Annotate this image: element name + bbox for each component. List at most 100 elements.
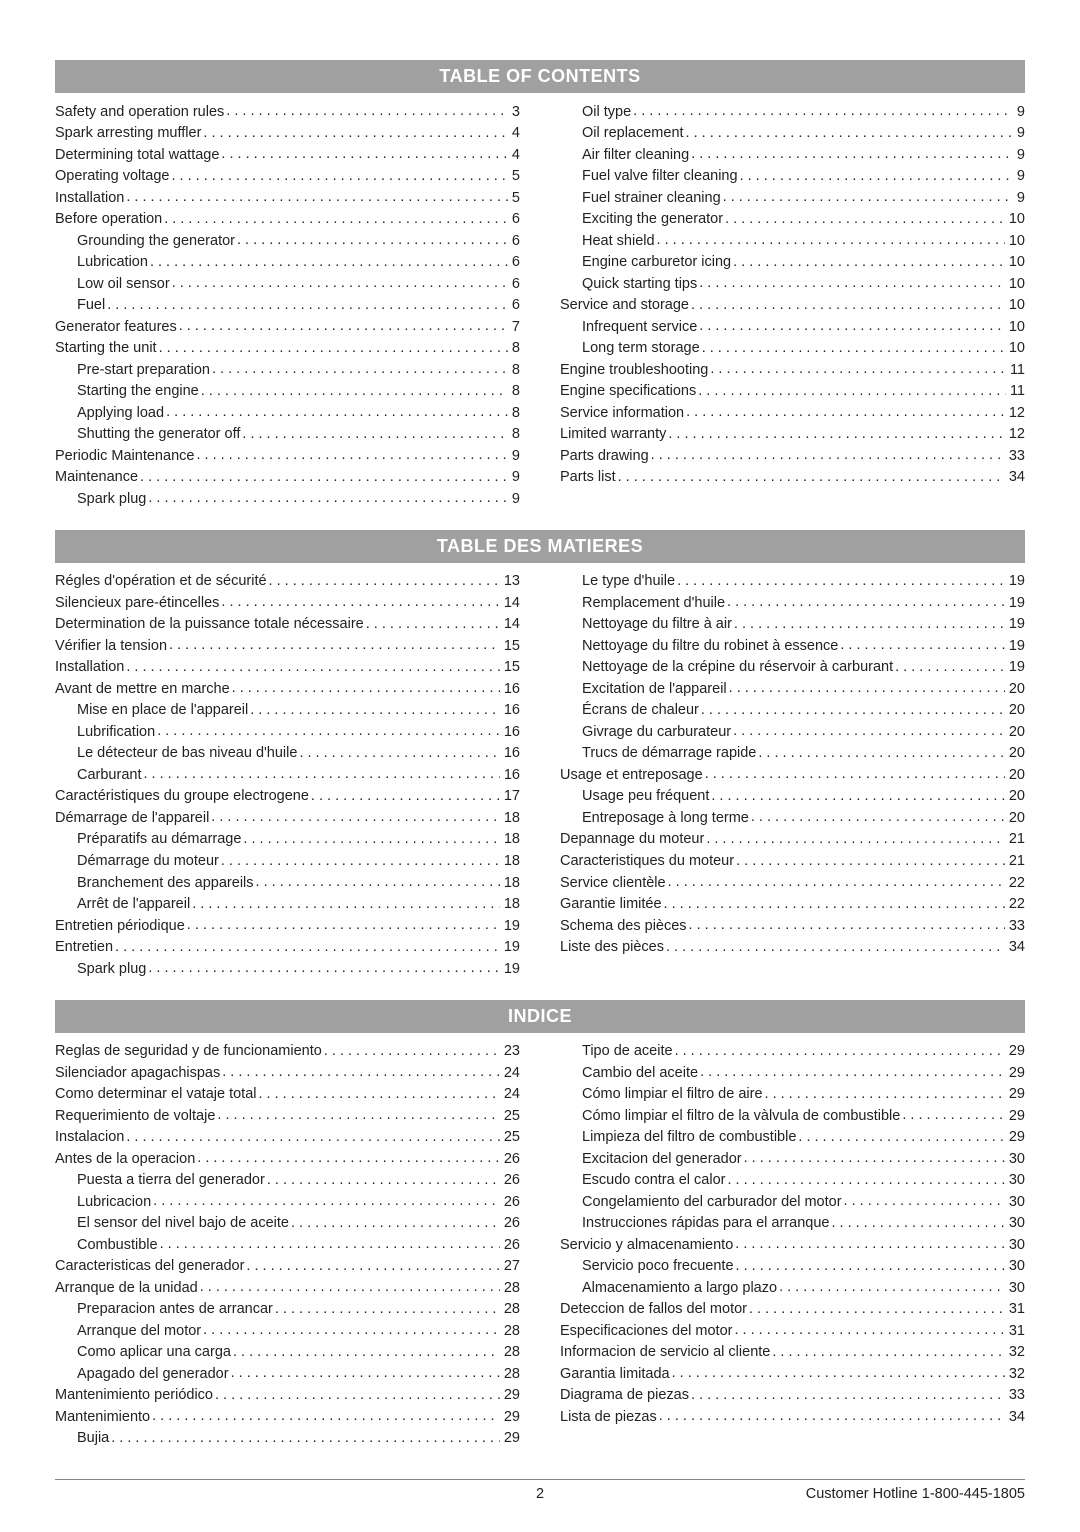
toc-page: 24 xyxy=(500,1084,520,1105)
toc-section: Reglas de seguridad y de funcionamiento2… xyxy=(55,1041,1025,1450)
toc-row: Escudo contra el calor30 xyxy=(560,1170,1025,1192)
toc-label: Depannage du moteur xyxy=(560,829,704,850)
toc-row: Cambio del aceite29 xyxy=(560,1062,1025,1084)
toc-label: Cambio del aceite xyxy=(582,1063,698,1084)
toc-page: 9 xyxy=(1013,188,1025,209)
toc-row: Determining total wattage4 xyxy=(55,144,520,166)
toc-row: Garantie limitée22 xyxy=(560,894,1025,916)
toc-label: Puesta a tierra del generador xyxy=(77,1170,265,1191)
toc-row: Nettoyage de la crépine du réservoir à c… xyxy=(560,657,1025,679)
toc-label: Requerimiento de voltaje xyxy=(55,1106,215,1127)
toc-row: Usage et entreposage20 xyxy=(560,764,1025,786)
toc-dots xyxy=(169,166,507,181)
toc-page: 20 xyxy=(1005,743,1025,764)
toc-dots xyxy=(689,1385,1005,1400)
toc-row: Deteccion de fallos del motor31 xyxy=(560,1299,1025,1321)
toc-page: 28 xyxy=(500,1278,520,1299)
toc-page: 9 xyxy=(508,467,520,488)
toc-dots xyxy=(829,1213,1004,1228)
toc-page: 16 xyxy=(500,765,520,786)
toc-label: Congelamiento del carburador del motor xyxy=(582,1192,842,1213)
toc-dots xyxy=(190,894,500,909)
toc-row: Parts list34 xyxy=(560,467,1025,489)
toc-page: 19 xyxy=(500,937,520,958)
toc-dots xyxy=(725,592,1005,607)
toc-dots xyxy=(124,1127,500,1142)
toc-label: Informacion de servicio al cliente xyxy=(560,1342,770,1363)
toc-label: Branchement des appareils xyxy=(77,873,254,894)
toc-page: 7 xyxy=(508,317,520,338)
toc-page: 9 xyxy=(1013,123,1025,144)
toc-label: Combustible xyxy=(77,1235,158,1256)
toc-row: Service and storage10 xyxy=(560,295,1025,317)
toc-label: Fuel valve filter cleaning xyxy=(582,166,738,187)
toc-dots xyxy=(704,829,1005,844)
toc-page: 9 xyxy=(1013,102,1025,123)
toc-row: Cómo limpiar el filtro de la vàlvula de … xyxy=(560,1105,1025,1127)
toc-row: Requerimiento de voltaje25 xyxy=(55,1105,520,1127)
toc-label: Oil replacement xyxy=(582,123,684,144)
toc-label: Service information xyxy=(560,403,684,424)
toc-dots xyxy=(698,1062,1005,1077)
toc-dots xyxy=(155,721,500,736)
toc-dots xyxy=(177,316,508,331)
toc-label: Usage peu fréquent xyxy=(582,786,709,807)
toc-section: Safety and operation rules3Spark arresti… xyxy=(55,101,1025,510)
toc-label: Determining total wattage xyxy=(55,145,219,166)
toc-dots xyxy=(664,937,1005,952)
toc-row: Instalacion25 xyxy=(55,1127,520,1149)
toc-label: Air filter cleaning xyxy=(582,145,689,166)
toc-row: Mantenimiento periódico29 xyxy=(55,1385,520,1407)
toc-row: Caracteristiques du moteur21 xyxy=(560,851,1025,873)
toc-label: Fuel strainer cleaning xyxy=(582,188,721,209)
toc-dots xyxy=(733,1234,1005,1249)
toc-dots xyxy=(756,743,1005,758)
toc-label: Arranque de la unidad xyxy=(55,1278,198,1299)
toc-page: 30 xyxy=(1005,1149,1025,1170)
toc-row: Air filter cleaning9 xyxy=(560,144,1025,166)
toc-page: 29 xyxy=(1005,1127,1025,1148)
toc-page: 26 xyxy=(500,1149,520,1170)
toc-label: Garantia limitada xyxy=(560,1364,670,1385)
sections-container: TABLE OF CONTENTSSafety and operation ru… xyxy=(55,60,1025,1449)
toc-page: 18 xyxy=(500,894,520,915)
toc-page: 30 xyxy=(1005,1256,1025,1277)
toc-label: Silenciador apagachispas xyxy=(55,1063,220,1084)
toc-label: Preparacion antes de arrancar xyxy=(77,1299,273,1320)
toc-dots xyxy=(666,424,1004,439)
toc-page: 6 xyxy=(508,209,520,230)
toc-dots xyxy=(731,252,1005,267)
toc-label: Lubrification xyxy=(77,722,155,743)
toc-label: Deteccion de fallos del motor xyxy=(560,1299,747,1320)
toc-label: Starting the engine xyxy=(77,381,199,402)
toc-column: Le type d'huile19Remplacement d'huile19N… xyxy=(560,571,1025,980)
toc-dots xyxy=(109,1428,500,1443)
toc-page: 16 xyxy=(500,743,520,764)
toc-dots xyxy=(703,764,1005,779)
toc-label: Fuel xyxy=(77,295,105,316)
toc-dots xyxy=(684,402,1005,417)
toc-row: Spark arresting muffler4 xyxy=(55,123,520,145)
toc-label: Heat shield xyxy=(582,231,655,252)
toc-row: Engine carburetor icing10 xyxy=(560,252,1025,274)
toc-row: Maintenance9 xyxy=(55,467,520,489)
toc-page: 28 xyxy=(500,1321,520,1342)
toc-page: 30 xyxy=(1005,1192,1025,1213)
toc-row: Exciting the generator10 xyxy=(560,209,1025,231)
toc-row: Trucs de démarrage rapide20 xyxy=(560,743,1025,765)
toc-label: Escudo contra el calor xyxy=(582,1170,725,1191)
toc-row: Depannage du moteur21 xyxy=(560,829,1025,851)
toc-row: Usage peu fréquent20 xyxy=(560,786,1025,808)
toc-column: Safety and operation rules3Spark arresti… xyxy=(55,101,520,510)
toc-row: Carburant16 xyxy=(55,764,520,786)
toc-label: Nettoyage du filtre du robinet à essence xyxy=(582,636,838,657)
toc-dots xyxy=(616,467,1005,482)
toc-label: Le détecteur de bas niveau d'huile xyxy=(77,743,297,764)
toc-row: Heat shield10 xyxy=(560,230,1025,252)
toc-row: Apagado del generador28 xyxy=(55,1363,520,1385)
toc-dots xyxy=(696,381,1006,396)
toc-dots xyxy=(721,187,1013,202)
toc-label: Excitation de l'appareil xyxy=(582,679,727,700)
section-header: TABLE DES MATIERES xyxy=(55,530,1025,563)
toc-page: 10 xyxy=(1005,274,1025,295)
